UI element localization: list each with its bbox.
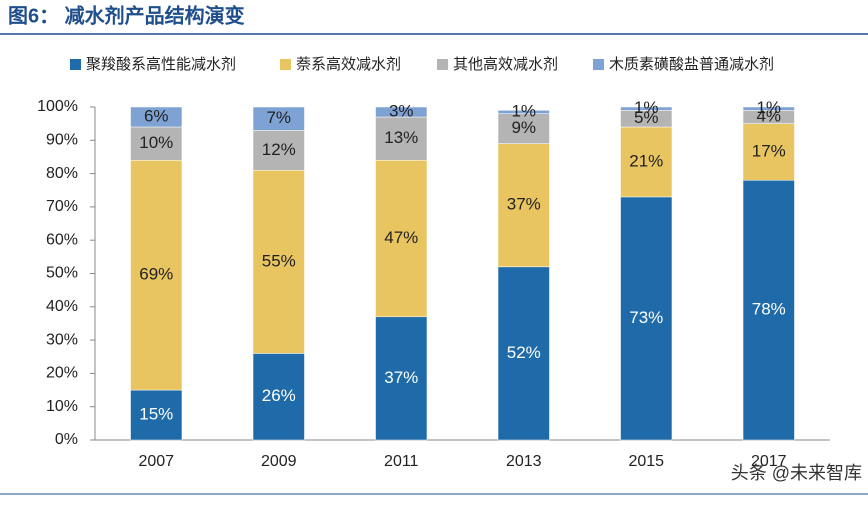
- legend-swatch: [280, 59, 291, 70]
- bar-segment: [620, 106, 673, 111]
- value-label: 26%: [262, 386, 296, 405]
- value-label: 52%: [507, 343, 541, 362]
- value-label: 17%: [752, 141, 786, 160]
- y-tick-label: 50%: [46, 265, 78, 282]
- legend-label: 萘系高效减水剂: [296, 56, 401, 73]
- value-label: 78%: [752, 300, 786, 319]
- value-label: 9%: [511, 118, 536, 137]
- y-tick-label: 40%: [46, 298, 78, 315]
- bar-segment: [742, 180, 795, 441]
- bar-segment: [375, 106, 428, 118]
- x-tick-label: 2007: [138, 453, 174, 470]
- bar-segment: [375, 160, 428, 318]
- value-label: 5%: [634, 108, 659, 127]
- bar-segment: [497, 143, 550, 268]
- y-tick-label: 60%: [46, 231, 78, 248]
- value-label: 69%: [139, 265, 173, 284]
- x-tick-label: 2015: [628, 453, 664, 470]
- value-label: 6%: [144, 106, 169, 125]
- x-tick-label: 2011: [384, 453, 419, 470]
- bar-segment: [742, 106, 795, 111]
- y-tick-label: 20%: [46, 365, 78, 382]
- x-tick-label: 2017: [751, 453, 787, 470]
- bar-segment: [252, 130, 305, 171]
- y-tick-label: 0%: [55, 431, 78, 448]
- y-tick-label: 80%: [46, 165, 78, 182]
- value-label: 47%: [384, 228, 418, 247]
- bar-segment: [130, 160, 183, 391]
- watermark: 头条 @未来智库: [731, 463, 862, 483]
- y-tick-label: 90%: [46, 132, 78, 149]
- bar-segment: [742, 123, 795, 181]
- bar-segment: [497, 266, 550, 441]
- bar-segment: [497, 113, 550, 144]
- bar-segment: [497, 110, 550, 114]
- bar-segment: [130, 106, 183, 128]
- legend-swatch: [70, 59, 81, 70]
- value-label: 15%: [139, 405, 173, 424]
- bar-segment: [130, 126, 183, 161]
- value-label: 13%: [384, 128, 418, 147]
- y-tick-label: 30%: [46, 331, 78, 348]
- value-label: 10%: [139, 133, 173, 152]
- legend-swatch: [437, 59, 448, 70]
- value-label: 1%: [511, 101, 536, 120]
- legend-swatch: [593, 59, 604, 70]
- y-tick-label: 100%: [37, 98, 78, 115]
- value-label: 73%: [629, 308, 663, 327]
- legend-label: 聚羧酸系高性能减水剂: [86, 55, 236, 73]
- y-tick-label: 10%: [46, 398, 78, 415]
- x-tick-label: 2013: [506, 453, 542, 470]
- bar-segment: [620, 196, 673, 441]
- value-label: 4%: [756, 106, 781, 125]
- legend-label: 木质素磺酸盐普通减水剂: [609, 56, 774, 73]
- bar-segment: [252, 106, 305, 131]
- value-label: 3%: [389, 101, 414, 120]
- value-label: 1%: [634, 98, 659, 117]
- value-label: 55%: [262, 251, 296, 270]
- value-label: 37%: [507, 195, 541, 214]
- bar-segment: [375, 116, 428, 161]
- chart-title: 图6： 减水剂产品结构演变: [8, 3, 245, 27]
- value-label: 21%: [629, 151, 663, 170]
- bar-segment: [130, 389, 183, 441]
- bar-segment: [620, 126, 673, 198]
- value-label: 37%: [384, 368, 418, 387]
- bar-segment: [375, 316, 428, 441]
- bar-segment: [252, 353, 305, 441]
- legend-label: 其他高效减水剂: [453, 56, 558, 73]
- value-label: 7%: [266, 108, 291, 127]
- value-label: 1%: [756, 98, 781, 117]
- value-label: 12%: [262, 140, 296, 159]
- x-tick-label: 2009: [261, 453, 297, 470]
- y-tick-label: 70%: [46, 198, 78, 215]
- bar-segment: [252, 170, 305, 354]
